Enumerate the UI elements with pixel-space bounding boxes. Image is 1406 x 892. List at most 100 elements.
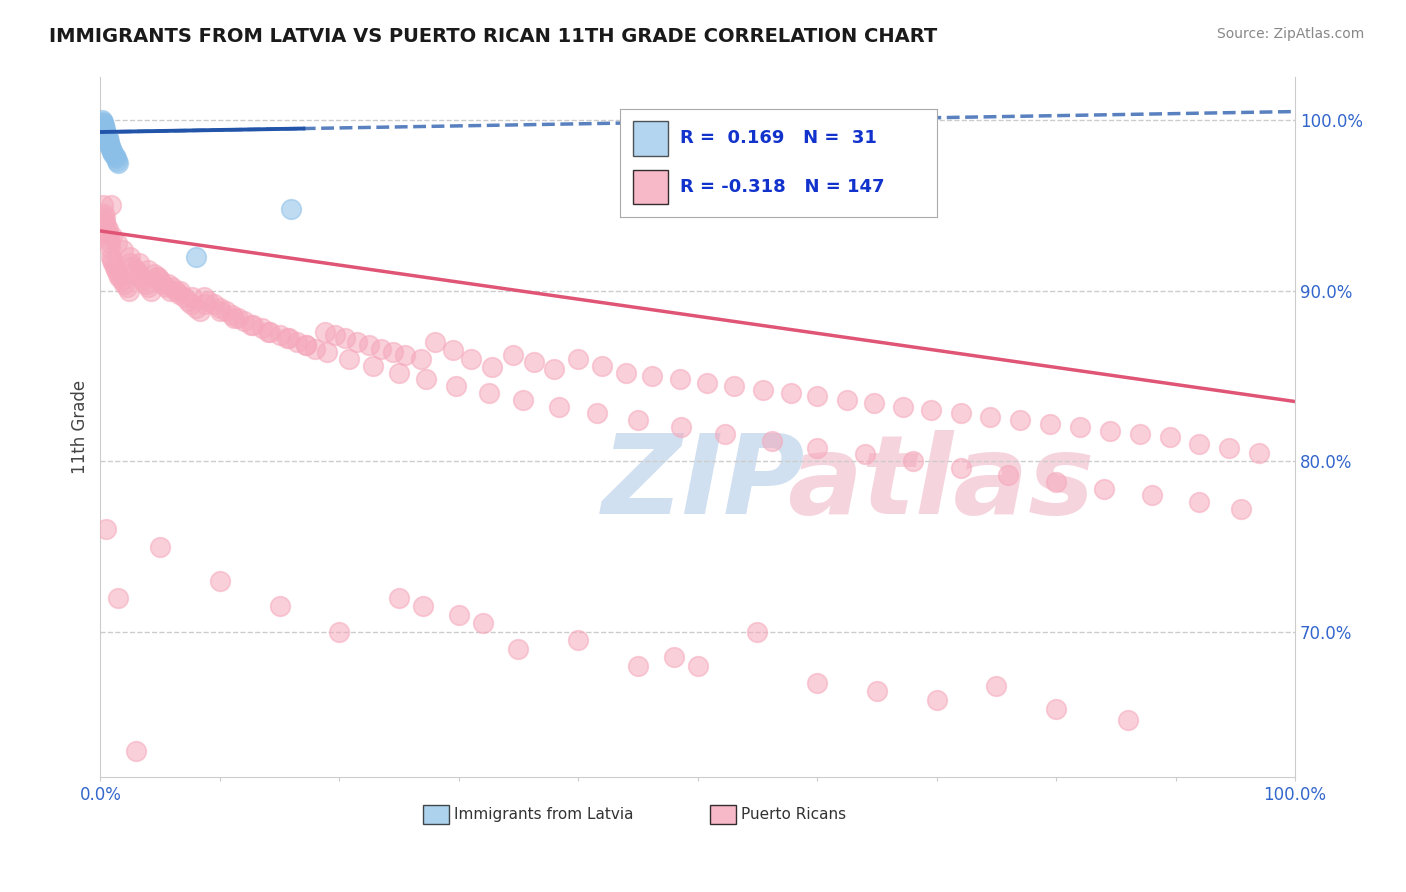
Point: [107, 591, 129, 605]
Point: [100, 250, 122, 264]
Point: [949, 407, 972, 421]
Point: [184, 301, 207, 315]
Point: [388, 366, 411, 380]
Point: [949, 461, 972, 475]
Point: [103, 147, 125, 161]
Point: [232, 314, 254, 328]
Point: [388, 591, 411, 605]
Point: [120, 256, 142, 270]
Point: [481, 360, 503, 375]
Point: [806, 676, 828, 690]
Point: [96, 130, 118, 145]
Point: [412, 599, 434, 614]
Point: [101, 145, 124, 160]
Point: [508, 641, 530, 656]
Point: [93, 215, 115, 229]
Point: [1188, 495, 1211, 509]
Point: [447, 607, 470, 622]
Point: [101, 144, 124, 158]
Point: [806, 441, 828, 455]
Point: [96, 134, 118, 148]
Point: [96, 132, 118, 146]
Point: [173, 290, 195, 304]
Point: [167, 287, 190, 301]
Point: [96, 127, 118, 141]
Point: [359, 338, 381, 352]
Point: [128, 267, 150, 281]
Point: [502, 349, 524, 363]
Point: [112, 243, 135, 257]
Point: [891, 400, 914, 414]
Point: [96, 224, 118, 238]
Point: [314, 325, 336, 339]
Point: [208, 574, 231, 588]
Point: [121, 260, 143, 274]
Point: [224, 310, 246, 325]
Point: [591, 359, 613, 373]
Point: [97, 135, 120, 149]
Point: [806, 389, 828, 403]
Point: [160, 280, 183, 294]
Point: [94, 125, 117, 139]
Point: [104, 149, 127, 163]
Point: [1188, 437, 1211, 451]
Point: [714, 426, 737, 441]
Point: [1010, 413, 1032, 427]
Point: [269, 328, 291, 343]
Point: [1140, 488, 1163, 502]
Point: [103, 256, 125, 270]
Point: [863, 396, 886, 410]
Text: IMMIGRANTS FROM LATVIA VS PUERTO RICAN 11TH GRADE CORRELATION CHART: IMMIGRANTS FROM LATVIA VS PUERTO RICAN 1…: [49, 27, 938, 45]
Point: [100, 198, 122, 212]
Point: [208, 304, 231, 318]
Point: [111, 273, 134, 287]
Point: [181, 290, 204, 304]
Point: [287, 334, 309, 349]
Point: [105, 235, 128, 250]
Point: [96, 222, 118, 236]
Point: [125, 263, 148, 277]
Point: [761, 434, 783, 448]
Point: [567, 633, 589, 648]
Point: [328, 624, 350, 639]
Point: [567, 351, 589, 366]
Point: [96, 523, 118, 537]
Y-axis label: 11th Grade: 11th Grade: [72, 380, 89, 475]
Point: [96, 219, 118, 233]
Point: [1098, 424, 1121, 438]
Point: [135, 277, 157, 291]
Point: [979, 409, 1001, 424]
Text: Source: ZipAtlas.com: Source: ZipAtlas.com: [1216, 27, 1364, 41]
Point: [184, 250, 207, 264]
Point: [256, 325, 278, 339]
Point: [460, 351, 482, 366]
Point: [94, 215, 117, 229]
Point: [145, 270, 167, 285]
Point: [157, 277, 180, 291]
Point: [662, 650, 685, 665]
Point: [920, 403, 942, 417]
Point: [176, 293, 198, 308]
Point: [215, 304, 238, 318]
Point: [925, 693, 948, 707]
Point: [98, 235, 121, 250]
Point: [159, 284, 181, 298]
Point: [202, 297, 225, 311]
Text: ZIP: ZIP: [602, 430, 806, 537]
Point: [120, 250, 142, 264]
Point: [471, 616, 494, 631]
Point: [125, 744, 148, 758]
Point: [98, 140, 121, 154]
Point: [107, 155, 129, 169]
Point: [139, 284, 162, 298]
Point: [146, 270, 169, 285]
Point: [98, 138, 121, 153]
Point: [96, 227, 118, 242]
Point: [208, 301, 231, 315]
Point: [107, 267, 129, 281]
Point: [614, 366, 637, 380]
Point: [304, 342, 326, 356]
Point: [97, 232, 120, 246]
Point: [668, 372, 690, 386]
Point: [105, 154, 128, 169]
